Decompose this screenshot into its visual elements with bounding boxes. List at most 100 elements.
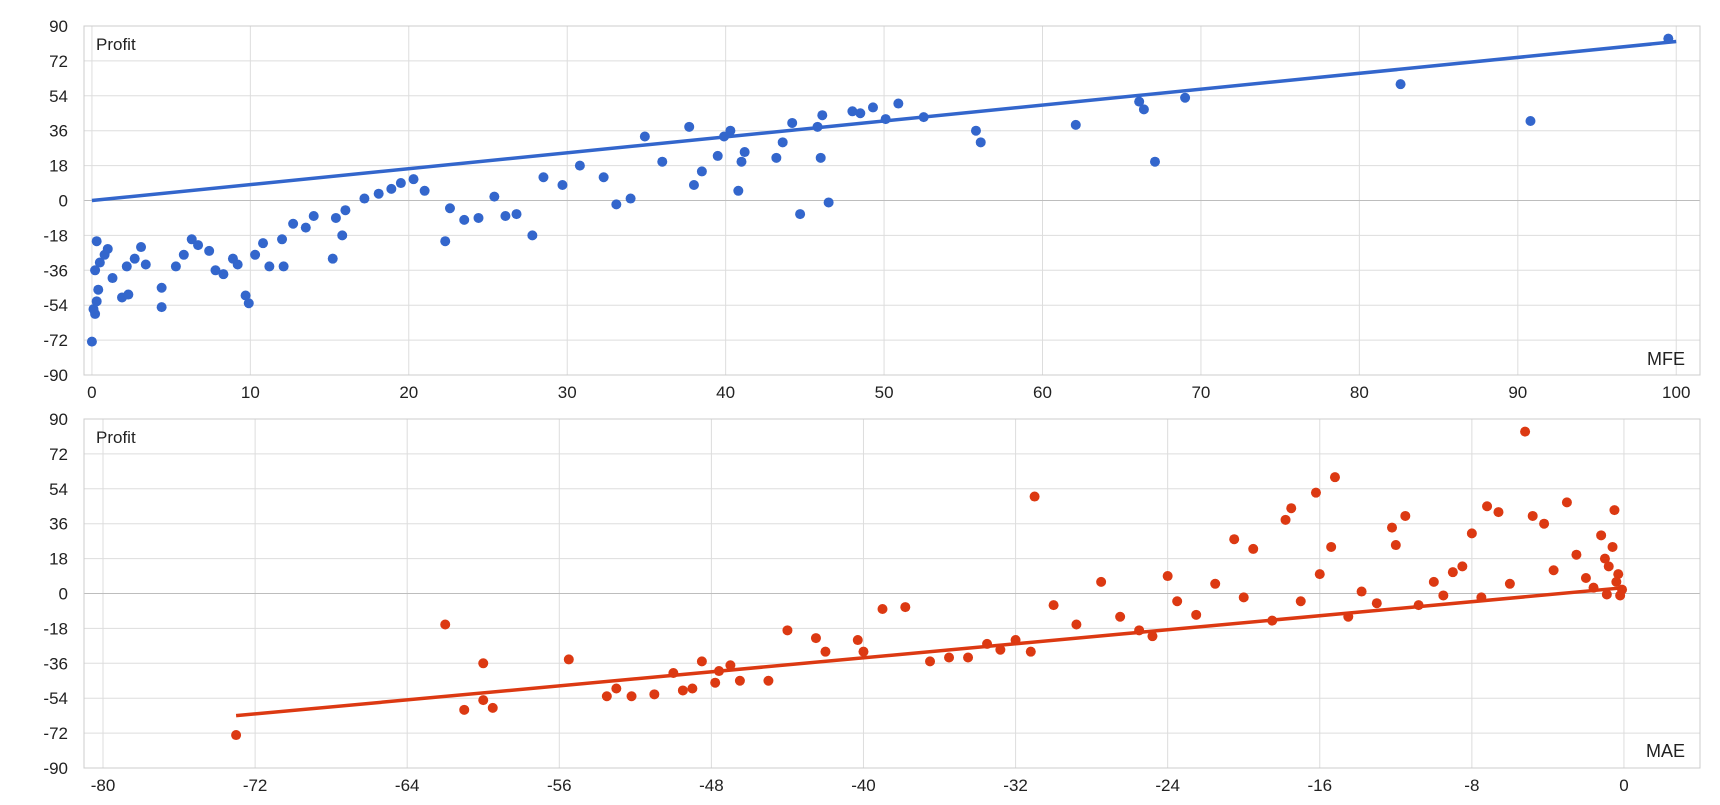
- mae-x-tick-label: -72: [243, 776, 268, 795]
- mfe-chart-xlabel: MFE: [1647, 349, 1685, 369]
- mae-data-point: [1390, 540, 1401, 551]
- mae-data-point: [1438, 590, 1449, 601]
- mae-data-point: [1482, 501, 1493, 512]
- mfe-data-point: [712, 150, 723, 161]
- mfe-data-point: [408, 174, 419, 185]
- mae-chart-ylabel: Profit: [96, 428, 136, 447]
- mae-data-point: [1527, 510, 1538, 521]
- mae-data-point: [1048, 600, 1059, 611]
- mfe-data-point: [210, 265, 221, 276]
- mae-data-point: [1238, 592, 1249, 603]
- mfe-x-tick-label: 60: [1033, 383, 1052, 402]
- mae-trendline: [235, 585, 1625, 718]
- mfe-data-point: [178, 249, 189, 260]
- mfe-data-point: [170, 261, 181, 272]
- mae-data-point: [687, 683, 698, 694]
- mfe-data-point: [684, 121, 695, 132]
- mfe-data-point: [777, 137, 788, 148]
- mae-data-point: [1611, 576, 1622, 587]
- mae-data-point: [1466, 528, 1477, 539]
- mfe-data-point: [94, 257, 105, 268]
- mfe-y-tick-label: -90: [43, 366, 68, 385]
- mfe-data-point: [278, 261, 289, 272]
- mfe-x-tick-label: 50: [875, 383, 894, 402]
- mae-data-point: [1314, 569, 1325, 580]
- mae-data-point: [1596, 530, 1607, 541]
- mfe-data-point: [156, 282, 167, 293]
- mfe-data-point: [386, 183, 397, 194]
- mae-data-point: [1356, 586, 1367, 597]
- mae-data-point: [611, 683, 622, 694]
- mae-data-point: [601, 691, 612, 702]
- mfe-data-point: [688, 179, 699, 190]
- mfe-y-tick-label: 90: [49, 17, 68, 36]
- mae-data-point: [478, 658, 489, 669]
- mfe-data-point: [739, 147, 750, 158]
- mfe-data-point: [359, 193, 370, 204]
- mfe-x-tick-label: 70: [1191, 383, 1210, 402]
- mae-data-point: [1248, 543, 1259, 554]
- mfe-data-point: [1525, 116, 1536, 127]
- mfe-x-tick-label: 40: [716, 383, 735, 402]
- mfe-data-point: [340, 205, 351, 216]
- mfe-data-point: [639, 131, 650, 142]
- mae-data-point: [763, 675, 774, 686]
- mfe-data-point: [193, 240, 204, 251]
- mae-y-tick-label: 72: [49, 445, 68, 464]
- mae-data-point: [1071, 619, 1082, 630]
- mfe-trendline: [91, 39, 1677, 203]
- mfe-data-point: [1395, 79, 1406, 90]
- mfe-data-point: [91, 296, 102, 307]
- mae-data-point: [1609, 505, 1620, 516]
- mae-y-tick-label: -72: [43, 724, 68, 743]
- mfe-data-point: [373, 188, 384, 199]
- mfe-data-point: [867, 102, 878, 113]
- mae-x-tick-label: -16: [1307, 776, 1332, 795]
- mae-data-point: [1115, 611, 1126, 622]
- mfe-data-point: [258, 238, 269, 249]
- mfe-data-point: [243, 298, 254, 309]
- mae-data-point: [858, 646, 869, 657]
- mfe-data-point: [815, 152, 826, 163]
- mfe-data-point: [1134, 96, 1145, 107]
- mae-y-tick-label: 90: [49, 410, 68, 429]
- mae-data-point: [231, 730, 242, 741]
- mfe-data-point: [102, 243, 113, 254]
- mae-data-point: [1147, 631, 1158, 642]
- mfe-data-point: [86, 336, 97, 347]
- mae-data-point: [1599, 553, 1610, 564]
- mae-data-point: [1029, 491, 1040, 502]
- mae-data-point: [1601, 589, 1612, 600]
- mae-data-point: [1162, 571, 1173, 582]
- mfe-data-point: [574, 160, 585, 171]
- mae-data-point: [1447, 567, 1458, 578]
- mfe-data-point: [440, 236, 451, 247]
- mfe-data-point: [186, 234, 197, 245]
- mae-data-point: [1607, 541, 1618, 552]
- mfe-y-tick-label: 36: [49, 122, 68, 141]
- mae-data-point: [696, 656, 707, 667]
- mfe-data-point: [300, 222, 311, 233]
- mae-y-tick-label: 54: [49, 480, 68, 499]
- mae-data-point: [995, 644, 1006, 655]
- mae-data-point: [1603, 561, 1614, 572]
- mae-y-tick-label: -18: [43, 619, 68, 638]
- mae-data-point: [1571, 549, 1582, 560]
- mfe-data-point: [277, 234, 288, 245]
- mfe-y-tick-label: -54: [43, 296, 68, 315]
- mfe-data-point: [847, 106, 858, 117]
- mae-y-tick-label: 0: [59, 585, 68, 604]
- mae-y-tick-label: 36: [49, 515, 68, 534]
- mae-data-point: [563, 654, 574, 665]
- mae-x-tick-label: -8: [1464, 776, 1479, 795]
- mfe-data-point: [93, 284, 104, 295]
- mfe-data-point: [123, 289, 134, 300]
- mfe-data-point: [136, 242, 147, 253]
- mfe-y-tick-label: 54: [49, 87, 68, 106]
- mfe-data-point: [511, 209, 522, 220]
- mfe-data-point: [395, 178, 406, 189]
- mfe-data-point: [232, 259, 243, 270]
- mae-data-point: [1504, 578, 1515, 589]
